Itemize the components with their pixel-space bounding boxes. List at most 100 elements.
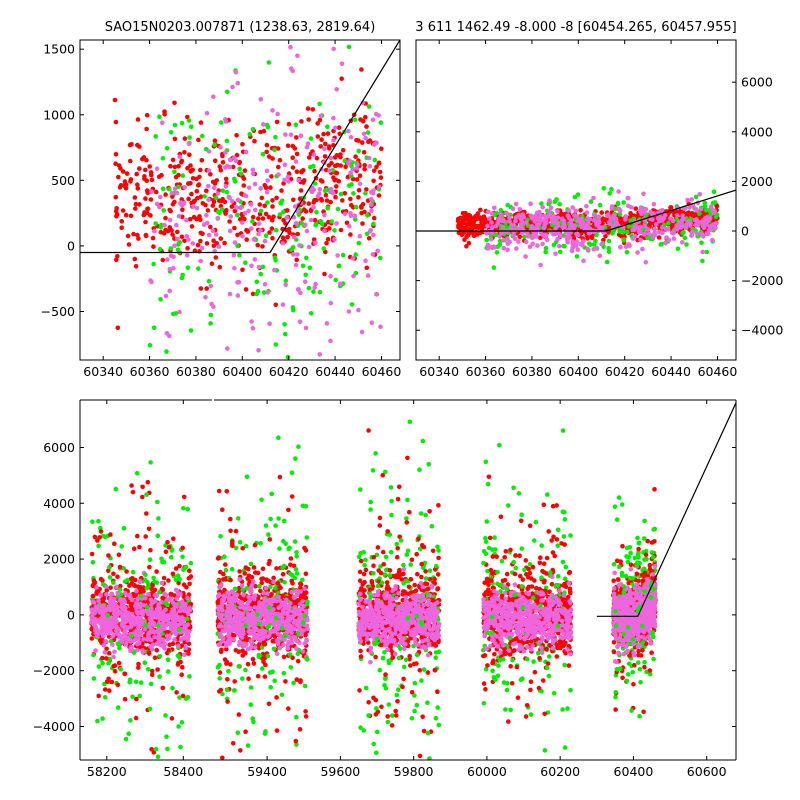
data-point — [339, 76, 345, 81]
data-point — [166, 544, 172, 550]
data-point — [275, 580, 281, 586]
data-point — [169, 591, 174, 597]
data-point — [468, 226, 474, 232]
data-point — [190, 10, 195, 15]
data-point — [624, 229, 630, 235]
data-point — [365, 130, 371, 135]
data-point — [282, 162, 288, 167]
data-point — [518, 221, 524, 226]
model-line — [416, 189, 736, 232]
top-right-title: 3 611 1462.49 -8.000 -8 [60454.265, 6045… — [415, 20, 736, 35]
data-point — [90, 582, 96, 588]
data-point — [593, 238, 598, 244]
data-point — [227, 291, 233, 297]
data-point — [186, 634, 191, 639]
data-point — [155, 623, 161, 628]
data-point — [159, 599, 164, 605]
data-point — [596, 220, 602, 225]
data-point — [169, 548, 175, 553]
data-point — [106, 568, 111, 573]
data-point — [650, 217, 655, 222]
data-point — [108, 629, 113, 635]
data-point — [101, 643, 107, 648]
data-point — [134, 171, 139, 177]
data-point — [329, 160, 334, 166]
data-point — [104, 592, 109, 597]
data-point — [299, 169, 305, 174]
data-point — [123, 736, 129, 742]
data-point — [305, 141, 311, 146]
data-point — [136, 661, 141, 667]
data-point — [151, 261, 156, 267]
data-point — [180, 665, 185, 670]
data-point — [98, 529, 104, 534]
data-point — [553, 226, 558, 232]
data-point — [143, 167, 148, 173]
data-point — [272, 267, 277, 273]
data-point — [237, 576, 242, 582]
data-point — [158, 297, 163, 302]
data-point — [319, 137, 324, 142]
data-point — [552, 199, 558, 204]
data-point — [149, 177, 155, 183]
data-point — [172, 637, 177, 642]
data-point — [342, 211, 348, 217]
data-point — [252, 645, 258, 650]
data-point — [229, 566, 235, 572]
data-point — [209, 261, 215, 267]
data-point — [349, 302, 355, 307]
data-point — [121, 597, 127, 602]
data-point — [141, 155, 147, 160]
data-point — [338, 227, 344, 233]
data-point — [220, 153, 225, 159]
data-point — [371, 215, 377, 221]
data-point — [218, 167, 224, 173]
plot-frame — [79, 39, 401, 361]
data-point — [217, 641, 223, 647]
data-point — [144, 126, 149, 132]
data-point — [90, 593, 96, 599]
data-point — [123, 182, 129, 187]
data-point — [124, 171, 130, 176]
data-point — [296, 444, 301, 450]
data-point — [307, 265, 313, 271]
data-point — [183, 605, 188, 611]
data-point — [322, 146, 327, 152]
data-point — [253, 207, 258, 213]
data-point — [225, 590, 230, 596]
data-point — [172, 100, 177, 106]
data-point — [256, 348, 261, 353]
data-point — [264, 189, 270, 195]
data-point — [224, 189, 230, 195]
data-point — [489, 220, 494, 225]
data-point — [168, 246, 174, 251]
data-point — [261, 122, 266, 127]
data-point — [297, 727, 303, 732]
data-point — [607, 191, 612, 196]
data-point — [161, 559, 167, 565]
data-point — [283, 679, 288, 684]
data-point — [113, 119, 119, 125]
data-point — [495, 221, 501, 226]
data-point — [177, 655, 182, 660]
data-point — [285, 143, 291, 148]
data-point — [507, 219, 512, 224]
data-point — [180, 272, 185, 278]
data-point — [317, 101, 323, 107]
data-point — [186, 576, 192, 581]
data-point — [232, 176, 237, 182]
data-point — [312, 168, 317, 174]
y-tick-label: 500 — [51, 173, 75, 188]
data-point — [180, 545, 185, 551]
data-point — [167, 333, 172, 339]
data-point — [102, 687, 108, 692]
data-point — [149, 610, 154, 615]
data-point — [157, 605, 162, 611]
data-point — [581, 223, 587, 228]
data-point — [175, 229, 180, 235]
data-point — [295, 209, 301, 215]
data-point — [159, 580, 165, 586]
data-point — [188, 169, 194, 174]
data-point — [258, 129, 263, 135]
data-point — [104, 588, 109, 593]
